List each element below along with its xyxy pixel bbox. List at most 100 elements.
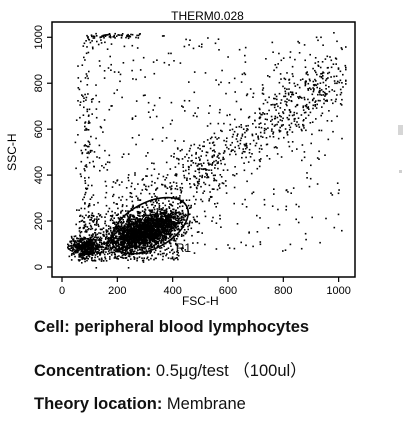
event-point <box>280 59 283 62</box>
event-point <box>295 92 297 94</box>
event-point <box>177 207 179 209</box>
event-point <box>204 168 206 170</box>
event-point <box>128 232 130 235</box>
event-point <box>239 142 242 145</box>
event-point <box>151 225 153 227</box>
event-point <box>105 236 107 239</box>
event-point <box>277 105 279 108</box>
event-point <box>166 231 168 234</box>
event-point <box>181 248 183 250</box>
event-point <box>271 123 274 126</box>
event-point <box>189 147 191 150</box>
event-point <box>325 93 327 96</box>
event-point <box>180 216 183 219</box>
event-point <box>154 195 156 197</box>
event-point <box>141 236 143 239</box>
event-point <box>259 112 261 115</box>
event-point <box>121 228 123 231</box>
event-point <box>178 221 180 223</box>
event-point <box>134 188 136 190</box>
event-point <box>226 137 228 139</box>
event-point <box>162 207 164 209</box>
event-point <box>164 227 166 229</box>
event-point <box>83 224 86 227</box>
event-point <box>339 79 342 82</box>
event-point <box>273 97 275 100</box>
event-point <box>167 221 170 224</box>
event-point <box>153 236 156 239</box>
event-point <box>341 137 343 140</box>
event-point <box>150 211 152 214</box>
event-point <box>118 225 120 228</box>
event-point <box>240 81 243 83</box>
event-point <box>126 246 129 249</box>
event-point <box>136 226 139 228</box>
event-point <box>78 88 81 91</box>
concentration-info-line: Concentration: 0.5μg/test （100ul） <box>34 357 307 381</box>
event-point <box>137 220 140 223</box>
event-point <box>214 151 216 153</box>
event-point <box>105 213 108 215</box>
event-point <box>97 248 100 251</box>
event-point <box>173 251 176 254</box>
event-point <box>119 249 121 252</box>
event-point <box>172 257 174 260</box>
event-point <box>303 96 306 99</box>
event-point <box>81 242 83 245</box>
event-point <box>144 220 146 222</box>
event-point <box>162 222 165 224</box>
event-point <box>97 225 100 228</box>
event-point <box>304 83 307 85</box>
event-point <box>337 213 340 216</box>
event-point <box>150 257 152 260</box>
event-point <box>200 198 202 201</box>
event-point <box>121 256 124 259</box>
event-point <box>154 200 157 202</box>
event-point <box>285 205 288 208</box>
event-point <box>278 129 280 132</box>
event-point <box>123 243 125 245</box>
event-point <box>200 168 203 170</box>
event-point <box>160 238 163 241</box>
event-point <box>148 259 150 261</box>
event-point <box>212 174 215 177</box>
event-point <box>163 209 165 212</box>
event-point <box>198 167 201 170</box>
event-point <box>279 115 281 117</box>
event-point <box>89 251 92 254</box>
event-point <box>310 88 312 91</box>
event-point <box>345 83 347 85</box>
event-point <box>147 214 149 217</box>
event-point <box>109 256 111 258</box>
event-point <box>117 207 119 210</box>
event-point <box>131 69 133 72</box>
y-axis-label: SSC-H <box>5 133 19 170</box>
event-point <box>156 196 158 198</box>
event-point <box>333 80 336 82</box>
event-point <box>163 241 165 244</box>
event-point <box>138 231 140 234</box>
event-point <box>154 243 157 245</box>
event-point <box>90 219 92 221</box>
event-point <box>196 184 199 187</box>
event-point <box>332 130 334 133</box>
event-point <box>172 220 175 223</box>
event-point <box>290 192 292 194</box>
event-point <box>165 177 168 179</box>
event-point <box>135 236 137 239</box>
event-point <box>134 231 136 234</box>
event-point <box>196 191 198 193</box>
event-point <box>91 235 94 238</box>
event-point <box>145 232 148 234</box>
event-point <box>85 52 88 55</box>
event-point <box>139 215 141 217</box>
event-point <box>96 246 98 248</box>
event-point <box>164 197 167 200</box>
event-point <box>170 52 172 55</box>
event-point <box>87 151 90 153</box>
event-point <box>319 75 321 78</box>
event-point <box>99 65 101 67</box>
event-point <box>125 243 128 245</box>
event-point <box>156 237 158 239</box>
event-point <box>322 75 324 77</box>
